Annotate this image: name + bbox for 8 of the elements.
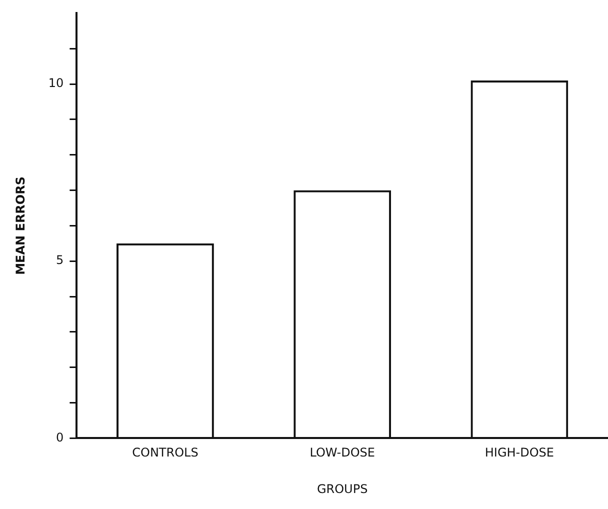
x-tick-label: LOW-DOSE [310,446,375,460]
y-tick-label: 10 [48,76,64,90]
y-axis-title: MEAN ERRORS [13,176,28,275]
y-tick-label: 5 [56,253,64,268]
x-tick-label: CONTROLS [132,446,198,460]
x-axis-title: GROUPS [316,482,368,496]
y-tick-label: 0 [56,430,64,444]
x-tick-label: HIGH-DOSE [484,446,554,460]
